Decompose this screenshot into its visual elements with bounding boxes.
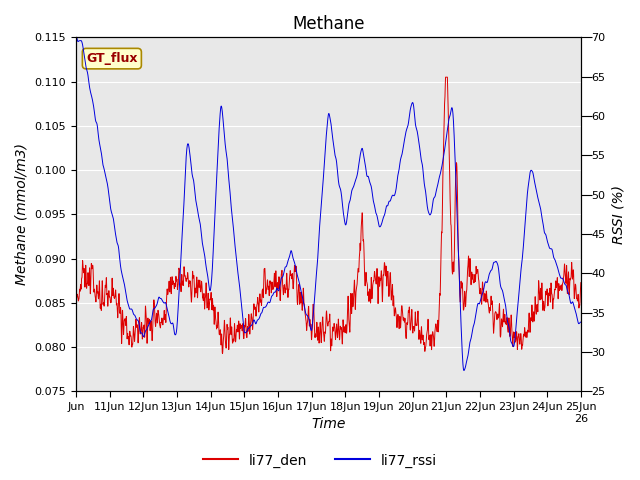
Y-axis label: Methane (mmol/m3): Methane (mmol/m3) [15, 144, 29, 286]
Text: GT_flux: GT_flux [86, 52, 138, 65]
li77_den [164, 291, 172, 297]
li77_rssi [265, 300, 273, 305]
li77_rssi [449, 109, 456, 115]
li77_rssi [460, 368, 468, 373]
li77_den [442, 74, 449, 80]
Y-axis label: RSSI (%): RSSI (%) [611, 185, 625, 244]
Line: li77_rssi: li77_rssi [76, 37, 581, 371]
Legend: li77_den, li77_rssi: li77_den, li77_rssi [198, 448, 442, 473]
li77_den [449, 264, 457, 270]
li77_rssi [72, 35, 80, 40]
li77_den [401, 319, 408, 325]
li77_den [219, 351, 227, 357]
Title: Methane: Methane [292, 15, 365, 33]
Line: li77_den: li77_den [76, 77, 581, 354]
li77_den [488, 297, 495, 302]
li77_den [375, 274, 383, 280]
li77_rssi [488, 267, 495, 273]
li77_den [265, 291, 273, 297]
li77_rssi [401, 138, 408, 144]
Text: 26: 26 [574, 414, 588, 424]
X-axis label: Time: Time [311, 418, 346, 432]
li77_den [577, 280, 585, 286]
li77_rssi [577, 319, 585, 325]
li77_rssi [164, 308, 172, 314]
li77_rssi [375, 222, 383, 228]
li77_den [72, 288, 80, 294]
